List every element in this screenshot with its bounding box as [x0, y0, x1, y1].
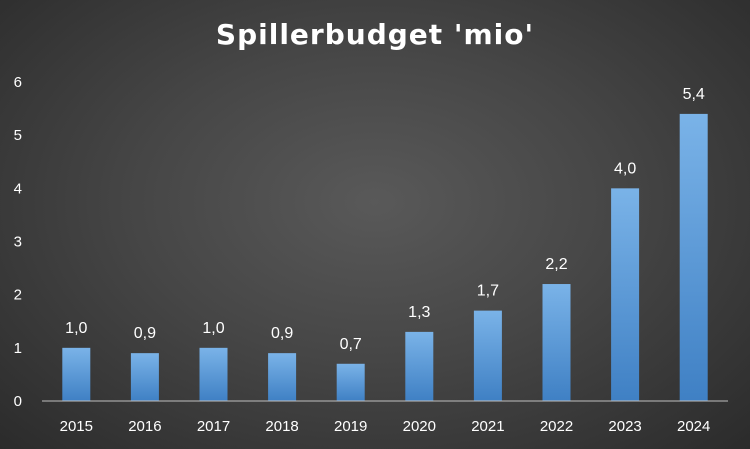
x-tick-label: 2023 — [608, 418, 641, 435]
bar — [542, 284, 571, 401]
bar — [199, 347, 228, 401]
data-label: 1,7 — [477, 283, 499, 300]
bars — [62, 113, 708, 402]
bar — [405, 331, 434, 401]
y-tick-label: 5 — [14, 127, 22, 144]
bar — [130, 353, 159, 401]
x-tick-label: 2022 — [540, 418, 573, 435]
bar — [679, 113, 708, 402]
x-tick-label: 2015 — [60, 418, 93, 435]
y-tick-label: 2 — [14, 287, 22, 304]
data-label: 5,4 — [683, 86, 705, 103]
x-tick-label: 2021 — [471, 418, 504, 435]
y-tick-label: 6 — [14, 74, 22, 91]
y-axis: 0 1 2 3 4 5 6 — [14, 74, 22, 410]
y-tick-label: 4 — [14, 180, 22, 197]
data-labels: 1,0 0,9 1,0 0,9 0,7 1,3 1,7 2,2 4,0 5,4 — [65, 86, 705, 353]
data-label: 0,9 — [134, 325, 156, 342]
x-tick-label: 2017 — [197, 418, 230, 435]
y-tick-label: 1 — [14, 340, 22, 357]
bar — [268, 353, 297, 401]
y-tick-label: 3 — [14, 234, 22, 251]
data-label: 2,2 — [545, 256, 567, 273]
data-label: 1,0 — [202, 320, 224, 337]
x-axis: 2015 2016 2017 2018 2019 2020 2021 2022 2023 2024 — [60, 418, 711, 435]
x-tick-label: 2016 — [128, 418, 161, 435]
data-label: 1,0 — [65, 320, 87, 337]
x-tick-label: 2019 — [334, 418, 367, 435]
x-tick-label: 2018 — [265, 418, 298, 435]
data-label: 1,3 — [408, 304, 430, 321]
bar — [336, 363, 365, 401]
data-label: 4,0 — [614, 160, 636, 177]
data-label: 0,9 — [271, 325, 293, 342]
chart-title: Spillerbudget 'mio' — [215, 18, 535, 51]
bar — [473, 310, 502, 401]
y-tick-label: 0 — [14, 393, 22, 410]
bar — [62, 347, 91, 401]
bar — [611, 188, 640, 401]
data-label: 0,7 — [340, 336, 362, 353]
x-tick-label: 2020 — [403, 418, 436, 435]
x-tick-label: 2024 — [677, 418, 710, 435]
